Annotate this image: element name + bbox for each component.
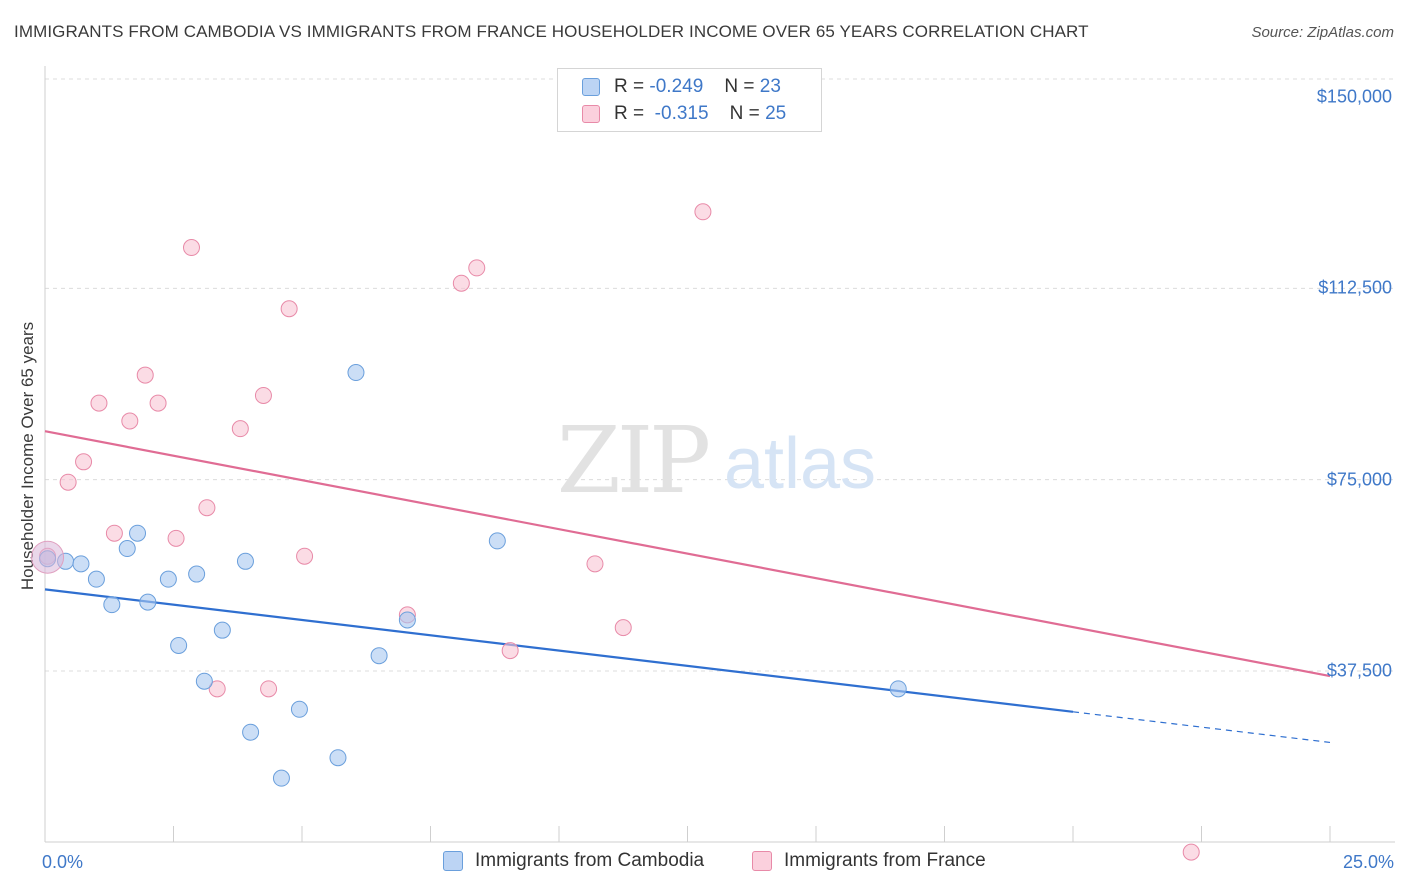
data-point-france: [167, 529, 185, 547]
data-points: [31, 203, 1200, 861]
legend-swatch-france: [752, 851, 772, 871]
data-point-cambodia: [87, 570, 105, 588]
data-point-france: [296, 547, 314, 565]
data-point-france: [452, 274, 470, 292]
data-point-france: [468, 259, 486, 277]
watermark: ZIP atlas: [557, 407, 876, 514]
data-point-cambodia: [159, 570, 177, 588]
data-point-france: [136, 366, 154, 384]
chart-title: IMMIGRANTS FROM CAMBODIA VS IMMIGRANTS F…: [14, 22, 1089, 41]
stats-legend: R = -0.249 N = 23 R = -0.315 N = 25: [557, 68, 822, 132]
legend-r-label: R =: [614, 103, 645, 124]
source-label: Source: ZipAtlas.com: [1251, 24, 1394, 41]
data-point-france: [231, 420, 249, 438]
data-point-france: [614, 619, 632, 637]
legend-r-value: -0.249: [649, 76, 704, 97]
data-point-cambodia: [236, 552, 254, 570]
data-point-france: [198, 499, 216, 517]
legend-n-value: 23: [759, 76, 781, 97]
data-point-cambodia: [889, 680, 907, 698]
legend-item-cambodia: Immigrants from Cambodia: [443, 850, 704, 872]
legend-row-france: R = -0.315 N = 25: [582, 101, 786, 127]
data-point-france: [208, 680, 226, 698]
x-tick-label-min: 0.0%: [42, 852, 84, 872]
data-point-france: [149, 394, 167, 412]
data-point-cambodia: [272, 769, 290, 787]
axes: [44, 66, 1395, 843]
data-point-france: [586, 555, 604, 573]
data-point-france: [260, 680, 278, 698]
x-tick-label-max: 25.0%: [1342, 852, 1394, 872]
data-point-cambodia: [347, 364, 365, 382]
data-point-france: [105, 524, 123, 542]
data-point-cambodia: [329, 749, 347, 767]
trend-line-france: [44, 430, 1331, 678]
data-point-cambodia: [72, 555, 90, 573]
watermark-atlas: atlas: [724, 424, 876, 504]
legend-n-label: N =: [729, 103, 760, 124]
y-tick-label: $75,000: [1326, 469, 1392, 490]
data-point-france: [254, 386, 272, 404]
data-point-overlap: [31, 540, 65, 574]
data-point-cambodia: [170, 636, 188, 654]
legend-swatch-france: [582, 105, 600, 123]
data-point-cambodia: [290, 700, 308, 718]
data-point-france: [501, 642, 519, 660]
legend-n-label: N =: [724, 76, 755, 97]
legend-n-value: 25: [765, 103, 787, 124]
trend-line-extension: [1072, 711, 1331, 744]
data-point-france: [694, 203, 712, 221]
data-point-cambodia: [488, 532, 506, 550]
data-point-cambodia: [213, 621, 231, 639]
data-point-cambodia: [188, 565, 206, 583]
data-point-france: [182, 239, 200, 257]
data-point-france: [121, 412, 139, 430]
data-point-france: [1182, 843, 1200, 861]
data-point-cambodia: [139, 593, 157, 611]
data-point-cambodia: [242, 723, 260, 741]
legend-row-cambodia: R = -0.249 N = 23: [582, 74, 781, 100]
y-tick-label: $150,000: [1316, 86, 1392, 107]
watermark-zip: ZIP: [557, 407, 708, 514]
data-point-cambodia: [370, 647, 388, 665]
data-point-france: [75, 453, 93, 471]
legend-label-cambodia: Immigrants from Cambodia: [475, 850, 705, 871]
legend-r-label: R =: [614, 76, 645, 97]
data-point-cambodia: [118, 540, 136, 558]
legend-swatch-cambodia: [582, 78, 600, 96]
y-tick-label: $112,500: [1318, 277, 1392, 298]
data-point-cambodia: [103, 596, 121, 614]
data-point-cambodia: [195, 672, 213, 690]
trend-line-cambodia: [44, 588, 1074, 713]
gridlines: [45, 78, 1395, 672]
y-tick-label: $37,500: [1326, 660, 1392, 681]
legend-item-france: Immigrants from France: [752, 850, 986, 872]
legend-swatch-cambodia: [443, 851, 463, 871]
data-point-france: [90, 394, 108, 412]
legend-label-france: Immigrants from France: [784, 850, 986, 871]
legend-r-value: -0.315: [649, 103, 709, 124]
data-point-france: [59, 473, 77, 491]
data-point-france: [280, 300, 298, 318]
data-point-cambodia: [398, 611, 416, 629]
data-point-cambodia: [129, 524, 147, 542]
